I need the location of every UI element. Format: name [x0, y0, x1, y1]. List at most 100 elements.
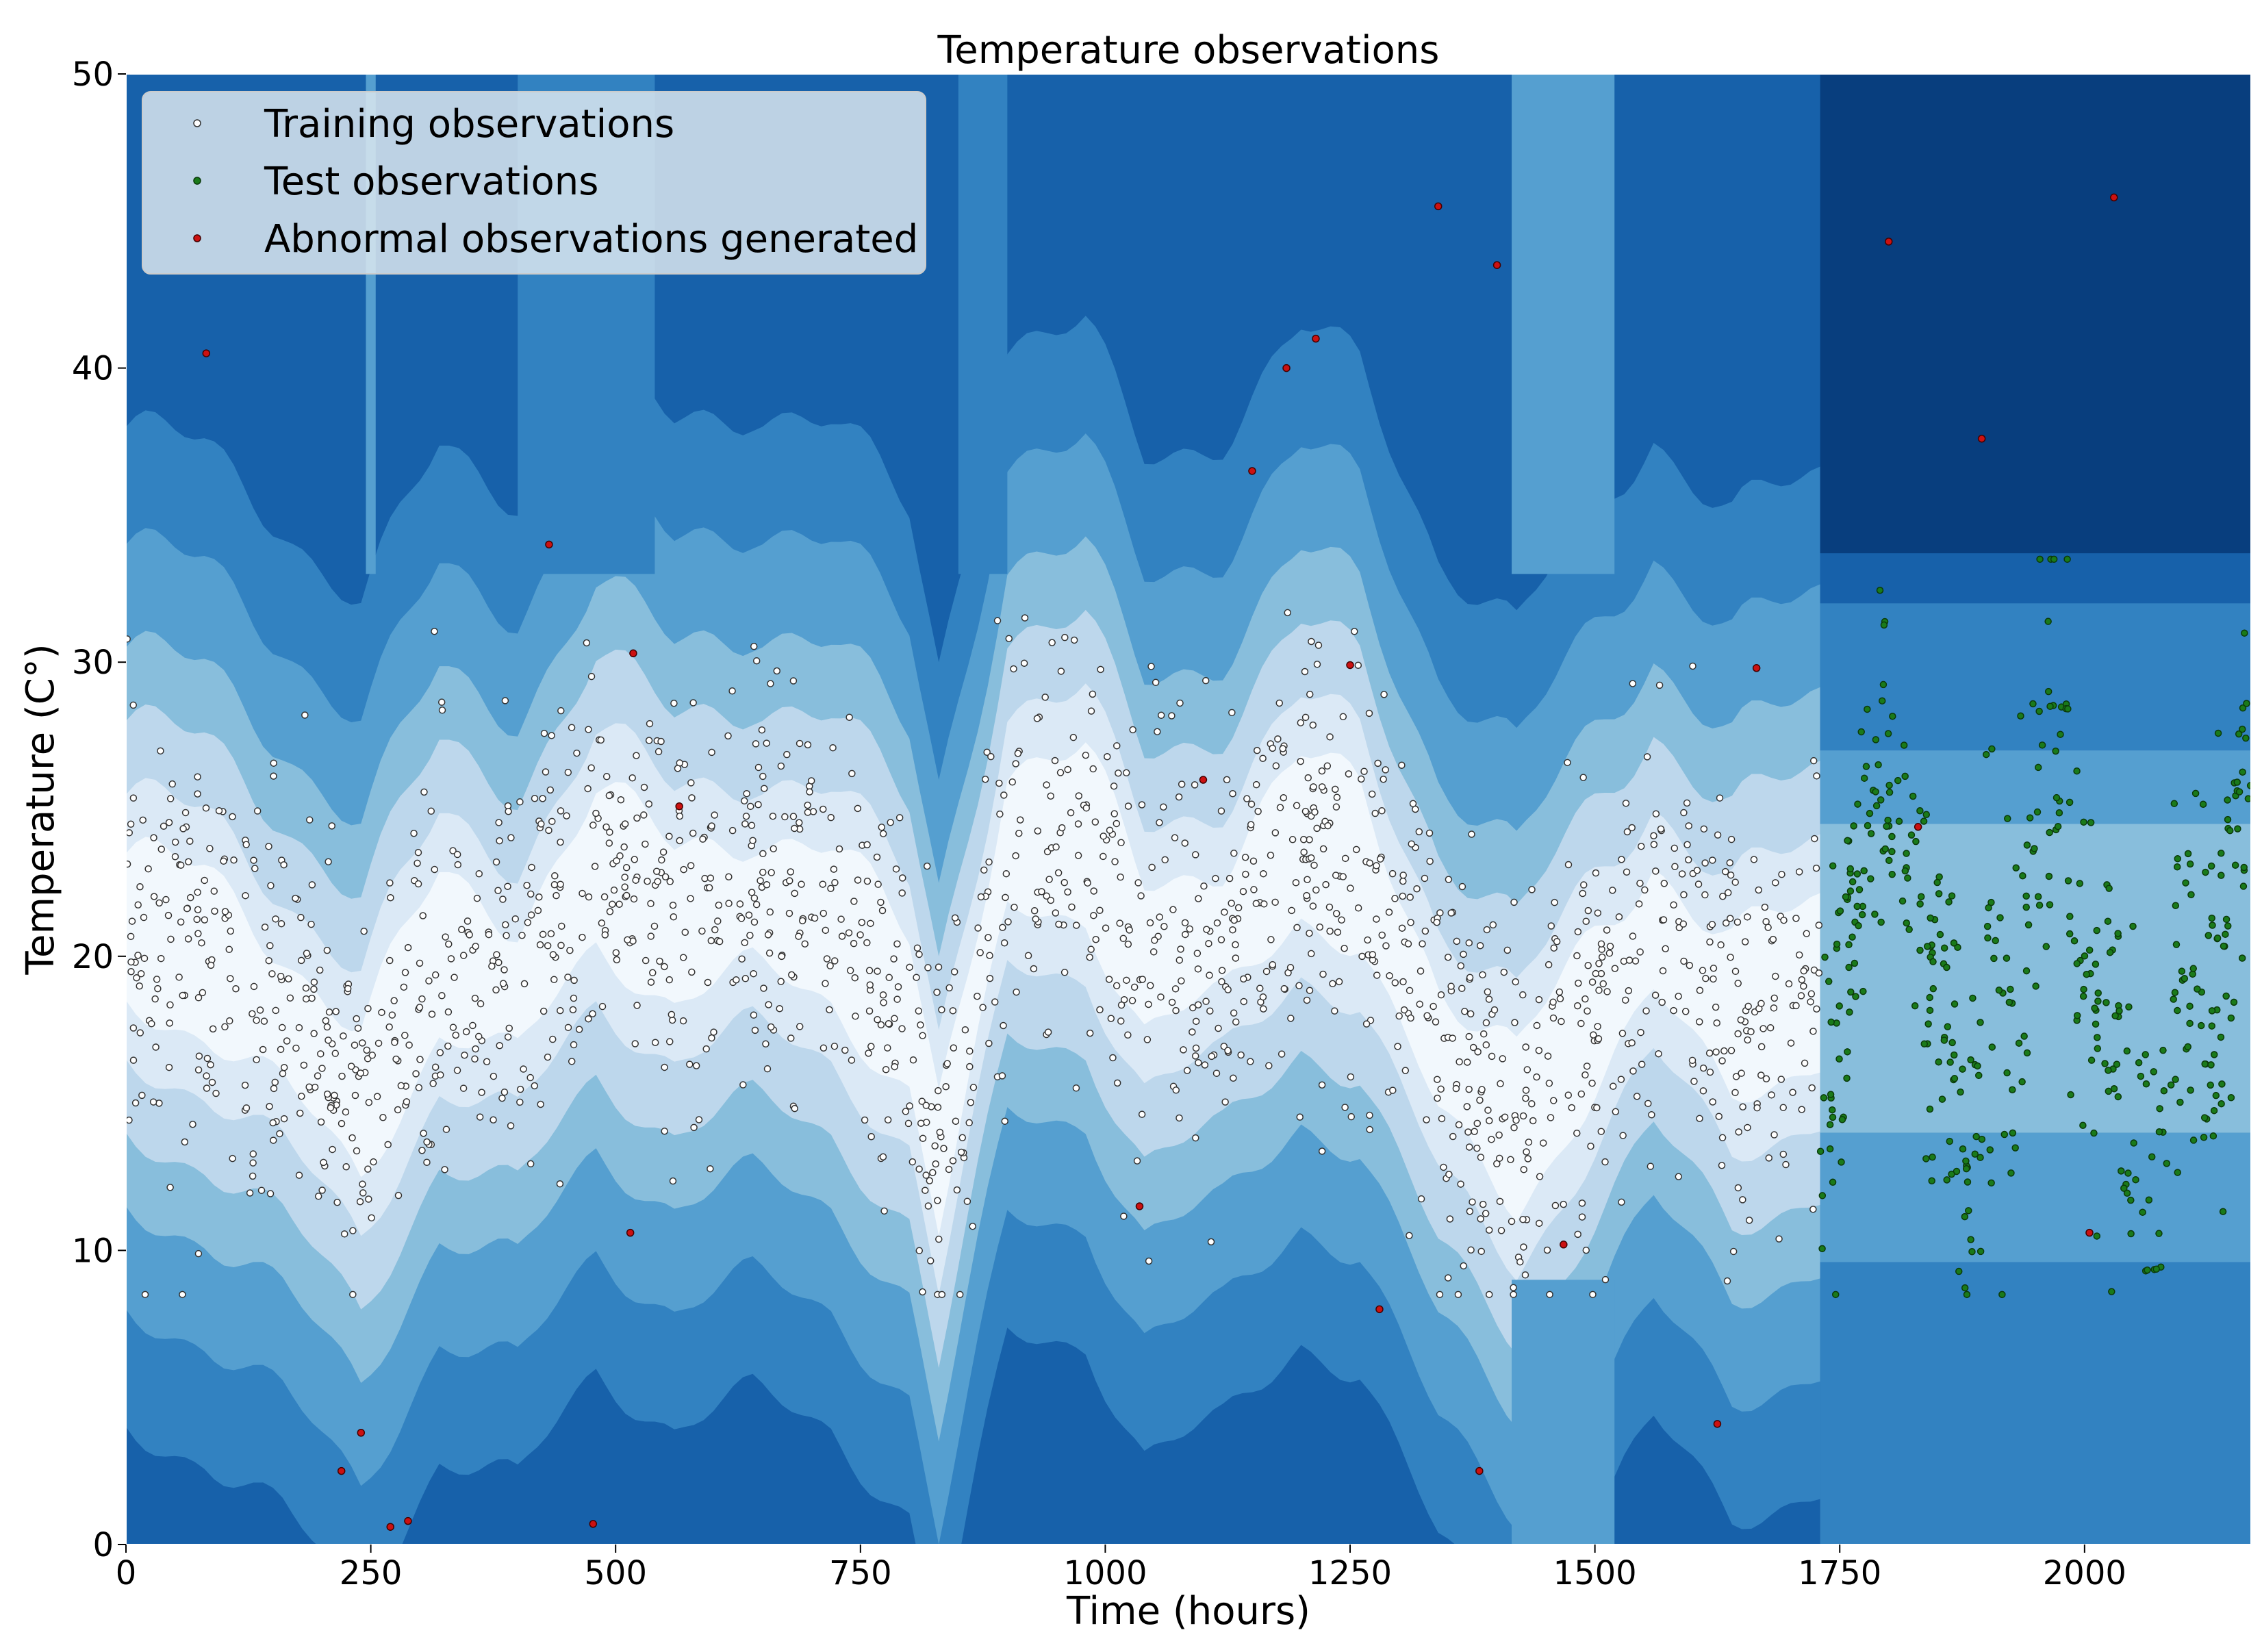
training-point	[1082, 751, 1090, 759]
training-point	[1466, 974, 1474, 981]
training-point	[140, 954, 149, 963]
training-point	[429, 1080, 437, 1087]
training-point	[1043, 781, 1050, 789]
training-point	[266, 1190, 275, 1197]
training-point	[592, 809, 600, 817]
test-point	[1903, 919, 1911, 927]
training-point	[1399, 978, 1407, 986]
training-point	[418, 995, 426, 1003]
test-point	[2044, 687, 2053, 696]
test-point	[1987, 1179, 1995, 1187]
training-point	[270, 772, 277, 780]
training-point	[1744, 1036, 1751, 1044]
training-point	[1655, 1050, 1662, 1058]
training-point	[452, 1031, 459, 1039]
test-point	[1929, 984, 1937, 993]
training-point	[1030, 965, 1038, 973]
abnormal-point	[404, 1516, 412, 1525]
test-point	[1950, 1075, 1959, 1082]
training-point	[950, 968, 958, 976]
y-tick-label: 10	[72, 1232, 114, 1270]
test-point	[2217, 872, 2225, 879]
test-point	[2208, 914, 2215, 922]
training-point	[1807, 990, 1816, 997]
training-point	[707, 874, 715, 882]
training-point	[1152, 678, 1160, 687]
y-axis-label: Temperature (C°)	[18, 644, 63, 975]
training-point	[511, 915, 520, 923]
training-point	[661, 1128, 668, 1135]
training-point	[318, 1186, 326, 1194]
training-point	[1069, 733, 1078, 741]
test-point	[1827, 1091, 1835, 1098]
contour-band	[1820, 603, 2251, 751]
training-point	[1718, 1057, 1726, 1065]
test-point	[1959, 1065, 1966, 1073]
training-point	[1288, 906, 1295, 915]
training-point	[507, 834, 515, 841]
training-point	[569, 1006, 577, 1014]
test-point	[2172, 1076, 2179, 1083]
training-point	[1594, 1034, 1603, 1043]
test-point	[2200, 1114, 2209, 1121]
training-point	[1224, 1047, 1232, 1054]
training-point	[1366, 1126, 1373, 1134]
training-point	[624, 936, 631, 944]
training-point	[340, 1032, 347, 1040]
test-point	[1983, 922, 1992, 930]
training-point	[798, 880, 805, 888]
training-point	[1399, 877, 1407, 885]
training-point	[1271, 829, 1280, 837]
training-point	[1000, 1021, 1007, 1030]
training-point	[1437, 991, 1445, 999]
training-point	[504, 1033, 512, 1041]
test-point	[2015, 1039, 2023, 1047]
training-point	[1064, 765, 1071, 774]
training-point	[152, 1043, 160, 1051]
training-point	[750, 642, 758, 650]
training-point	[714, 917, 722, 925]
test-point	[2123, 1047, 2131, 1055]
training-point	[1757, 1000, 1765, 1008]
training-point	[1304, 774, 1312, 782]
test-point	[1851, 959, 1859, 967]
training-point	[632, 876, 639, 884]
training-point	[789, 813, 798, 820]
test-point	[1905, 926, 1913, 933]
training-point	[414, 859, 421, 867]
training-point	[1495, 1131, 1503, 1139]
training-point	[1522, 1086, 1530, 1094]
training-point	[823, 955, 831, 963]
training-point	[661, 1063, 668, 1071]
training-point	[1582, 1246, 1590, 1254]
test-point	[2000, 1130, 2009, 1139]
training-point	[1573, 952, 1581, 960]
training-point	[746, 932, 754, 939]
training-point	[504, 882, 511, 891]
training-point	[1770, 1004, 1778, 1012]
test-point	[1852, 993, 1859, 1000]
training-point	[1564, 759, 1571, 767]
training-point	[773, 667, 781, 675]
test-point	[2079, 1121, 2087, 1130]
training-point	[1483, 926, 1491, 934]
training-point	[454, 861, 462, 869]
training-point	[1618, 856, 1625, 863]
training-point	[249, 1172, 257, 1180]
training-point	[418, 1147, 426, 1154]
training-point	[505, 1024, 513, 1032]
training-point	[179, 825, 187, 833]
training-point	[789, 677, 798, 685]
training-point	[1012, 760, 1019, 767]
training-point	[564, 768, 572, 776]
training-point	[879, 991, 887, 999]
test-point	[2073, 960, 2081, 967]
training-point	[1549, 998, 1557, 1006]
training-point	[1689, 662, 1696, 670]
training-point	[1744, 1002, 1752, 1011]
training-point	[1401, 1067, 1410, 1074]
training-point	[906, 1102, 913, 1110]
training-point	[1755, 886, 1762, 894]
training-point	[292, 1044, 300, 1052]
training-point	[203, 1072, 210, 1080]
